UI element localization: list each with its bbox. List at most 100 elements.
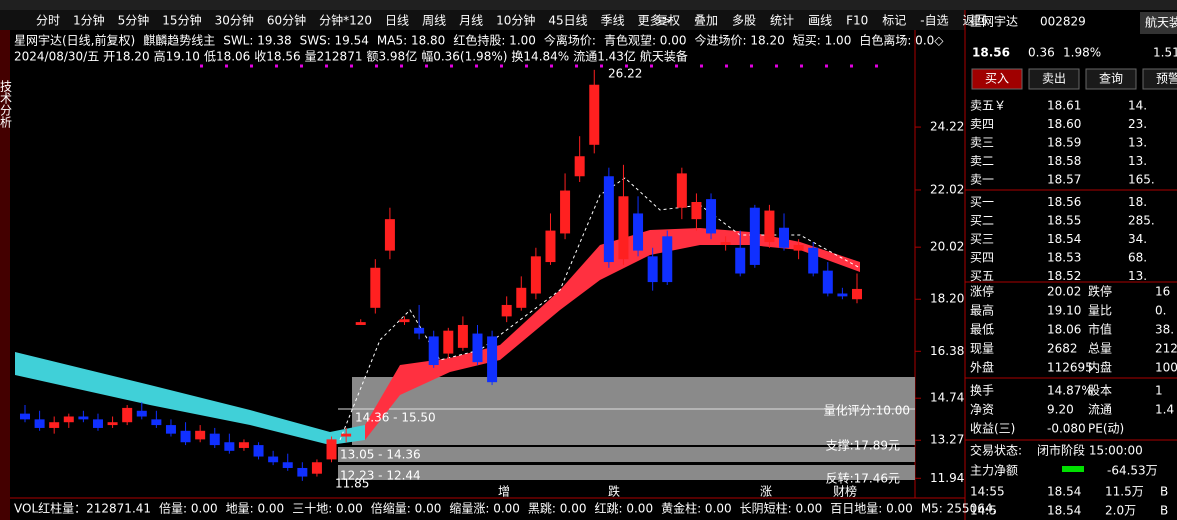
button[interactable]: 卖出: [1042, 72, 1066, 86]
candle-body: [195, 430, 206, 440]
stat-cell: 跌停: [1088, 284, 1112, 299]
menu-strip: [0, 0, 1177, 10]
candle-body: [443, 330, 454, 354]
candle-body: [136, 410, 147, 417]
stat-cell: 9.20: [1047, 403, 1074, 417]
book-price: 18.58: [1047, 154, 1081, 168]
info-item: SWS: 19.54: [300, 34, 369, 48]
indicator-item: VOL红柱量：212871.41: [14, 501, 151, 516]
sidebar-tab[interactable]: 技术分析: [0, 80, 13, 129]
button[interactable]: 买入: [985, 72, 1009, 86]
book-volume: 13.: [1128, 269, 1147, 283]
indicator-item: 红跳: 0.00: [595, 501, 654, 516]
toolbar-item[interactable]: 叠加: [694, 14, 718, 28]
candle-body: [487, 336, 498, 383]
event-marker: 财榜: [833, 484, 857, 499]
candle-body: [749, 207, 760, 265]
info-item: 收18.56: [254, 50, 300, 64]
toolbar-item[interactable]: 季线: [601, 14, 625, 28]
toolbar-item[interactable]: 统计: [770, 14, 794, 28]
toolbar-item[interactable]: 60分钟: [267, 13, 306, 28]
candle-body: [589, 84, 600, 145]
candle-body: [545, 230, 556, 263]
price: 18.56: [972, 46, 1010, 60]
stat-cell: 212: [1155, 342, 1177, 356]
high-label: 26.22: [608, 67, 642, 81]
toolbar-item[interactable]: 周线: [422, 14, 446, 28]
button-bg[interactable]: [1142, 68, 1177, 90]
toolbar-item[interactable]: 15分钟: [162, 13, 201, 28]
toolbar-item[interactable]: 日线: [385, 14, 409, 28]
stat-cell: 14.87%: [1047, 384, 1093, 398]
candle-body: [691, 201, 702, 220]
candle-body: [720, 242, 731, 245]
flow-label: 主力净额: [970, 464, 1018, 478]
sector-tab[interactable]: 航天装: [1145, 15, 1177, 30]
toolbar-item[interactable]: 返回: [963, 14, 987, 28]
stock-code: 002829: [1040, 15, 1086, 29]
stat-cell: 总量: [1088, 342, 1112, 356]
toolbar-item[interactable]: 5分钟: [118, 13, 150, 28]
book-price: 18.52: [1047, 269, 1081, 283]
toolbar-item[interactable]: -自选: [920, 14, 948, 28]
book-price: 18.61: [1047, 99, 1081, 113]
info-item: 幅0.36(1.98%): [421, 49, 507, 64]
stat-cell: 股本: [1088, 384, 1112, 398]
book-label: 卖五￥: [970, 99, 1006, 113]
book-label: 买二: [970, 214, 994, 228]
toolbar-item[interactable]: 45日线: [548, 14, 587, 28]
indicator-item: 三十地: 0.00: [292, 502, 363, 516]
stat-cell: 16: [1155, 285, 1170, 299]
toolbar-item[interactable]: 标记: [882, 14, 906, 28]
toolbar-item[interactable]: 30分钟: [215, 13, 254, 28]
candle-body: [370, 267, 381, 308]
candle-body: [647, 256, 658, 283]
toolbar-item[interactable]: 分钟*120: [319, 13, 372, 28]
toolbar-item[interactable]: 10分钟: [496, 13, 535, 28]
toolbar-item[interactable]: 1分钟: [73, 13, 105, 28]
y-tick-label: 18.20: [930, 292, 964, 306]
book-price: 18.55: [1047, 214, 1081, 228]
button-bg[interactable]: [1085, 68, 1137, 90]
button[interactable]: 查询: [1099, 72, 1123, 86]
candle-body: [822, 270, 833, 294]
book-label: 买一: [970, 195, 994, 209]
trade-cell: B: [1160, 504, 1168, 518]
button-bg[interactable]: [971, 68, 1023, 90]
candle-body: [706, 199, 717, 234]
y-tick-label: 13.27: [930, 433, 964, 447]
toolbar-item[interactable]: 更多>: [638, 14, 672, 28]
candle-body: [735, 247, 746, 274]
event-marker: 涨: [760, 484, 772, 499]
book-label: 买四: [970, 251, 994, 265]
button-bg[interactable]: [1028, 68, 1080, 90]
toolbar-item[interactable]: 多股: [732, 14, 756, 28]
stat-cell: 量比: [1088, 304, 1112, 318]
info-item: MA5: 18.80: [377, 34, 445, 48]
flow-bar: [1062, 466, 1084, 472]
support: 支撑:17.89元: [826, 438, 900, 453]
candle-body: [107, 422, 118, 426]
toolbar-item[interactable]: F10: [846, 14, 868, 28]
sidebar: [0, 30, 10, 520]
zone-box: [338, 447, 915, 462]
change-pct: 1.98%: [1063, 46, 1101, 60]
stat-cell: 最高: [970, 303, 994, 318]
candle-body: [574, 156, 585, 177]
indicator-item: 黑跳: 0.00: [528, 502, 587, 516]
button[interactable]: 预警: [1156, 71, 1177, 86]
stat-cell: 最低: [970, 323, 994, 337]
toolbar-item[interactable]: 复权: [656, 14, 680, 28]
trend-band-cyan: [15, 352, 365, 445]
y-tick-label: 16.38: [930, 344, 964, 358]
stock-name: 星网宇达: [970, 15, 1018, 29]
toolbar-item[interactable]: 分时: [36, 14, 60, 28]
info-item: 航天装备: [640, 49, 688, 64]
toolbar-item[interactable]: 月线: [459, 14, 483, 28]
info-item: 额3.98亿: [366, 49, 417, 64]
candle-body: [501, 304, 512, 317]
event-marker: 跌: [608, 484, 620, 499]
toolbar-item[interactable]: 画线: [808, 14, 832, 28]
book-volume: 34.: [1128, 232, 1147, 246]
trade-cell: 2.0万: [1105, 504, 1136, 518]
